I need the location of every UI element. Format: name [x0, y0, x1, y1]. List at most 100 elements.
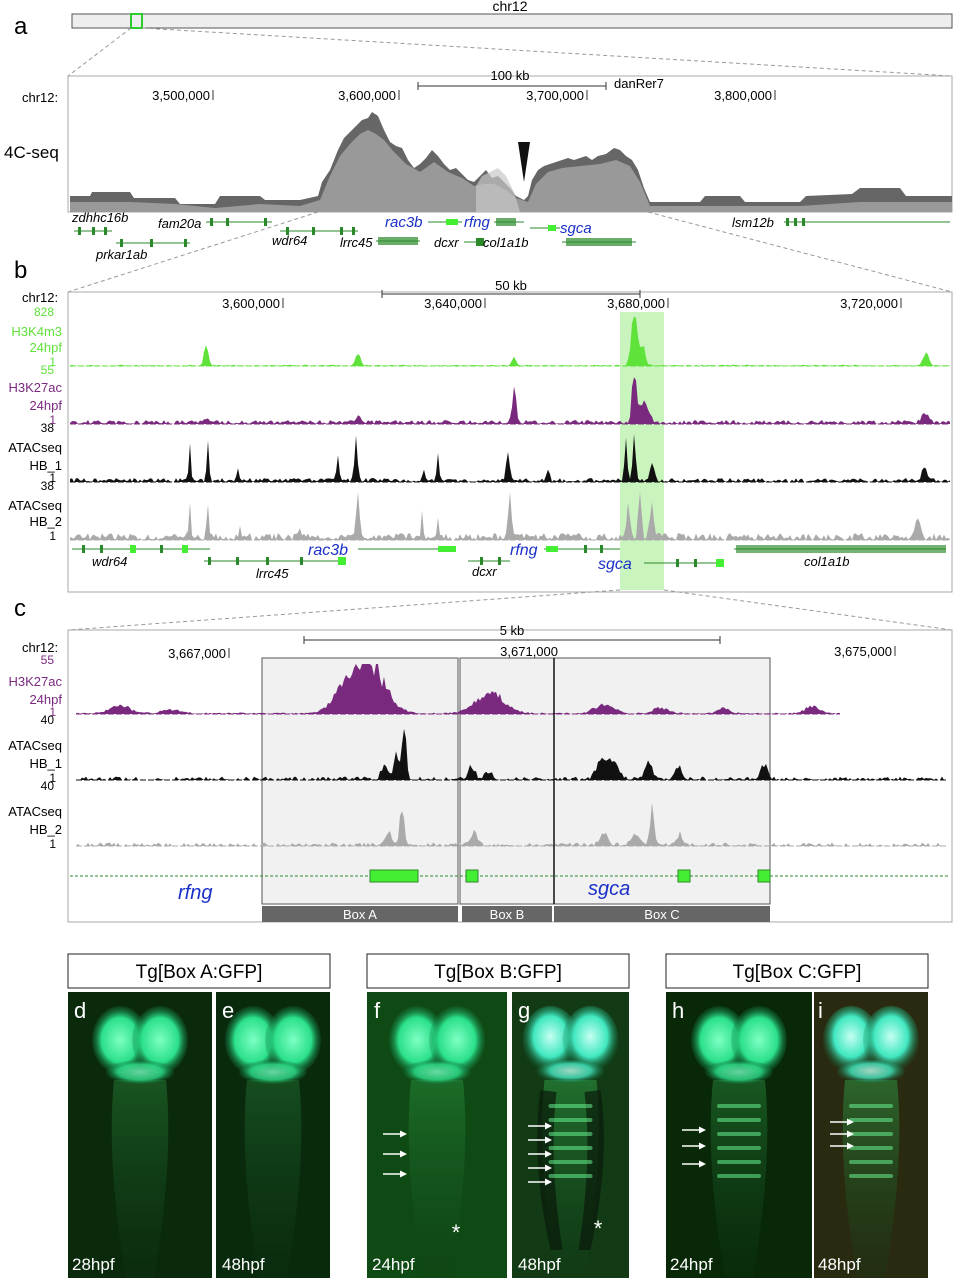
scale-label-c: 5 kb — [500, 623, 525, 638]
arrow-icon — [545, 1178, 552, 1186]
arrow-icon — [847, 1130, 854, 1138]
embryo-photo-4 — [666, 992, 812, 1278]
embryo-photo-1 — [216, 992, 330, 1278]
panel-f-letter: f — [374, 998, 381, 1023]
zoom-line-right — [141, 27, 953, 77]
embryo-photo-5 — [814, 992, 928, 1278]
box-b-region — [459, 657, 555, 905]
arrow-icon — [847, 1142, 854, 1150]
box-a-label: Box A — [343, 907, 377, 922]
panel-i-letter: i — [818, 998, 823, 1023]
track-name: H3K27ac — [9, 380, 63, 395]
box-b-bar — [462, 906, 552, 922]
position-label: 3,680,000 — [607, 296, 665, 311]
track-min: 1 — [49, 471, 56, 485]
track-min: 1 — [49, 705, 56, 719]
track-name: H3K27ac — [9, 674, 63, 689]
track-name: ATACseq — [8, 498, 62, 513]
gene-label: lrrc45 — [340, 235, 373, 250]
photo-header: Tg[Box C:GFP] — [733, 962, 862, 983]
panel-a-genes: zdhhc16b prkar1ab fam20a wdr64 lrrc45 ra… — [71, 210, 950, 262]
chromosome-ideogram — [71, 13, 953, 29]
gene-label: lsm12b — [732, 215, 774, 230]
arrow-icon — [400, 1150, 407, 1158]
scale-label-b: 50 kb — [495, 278, 527, 293]
panel-a-axis-prefix: chr12: — [22, 90, 58, 105]
signal-area — [70, 377, 950, 424]
panel-d-letter: d — [74, 998, 86, 1023]
position-label: 3,720,000 — [840, 296, 898, 311]
timepoint-label: 48hpf — [518, 1255, 561, 1274]
box-b-label: Box B — [490, 907, 525, 922]
track-max: 38 — [41, 479, 55, 493]
gene-label: prkar1ab — [95, 247, 147, 262]
track-sub: HB_1 — [29, 458, 62, 473]
arrow-icon — [545, 1122, 552, 1130]
gene-label-rac3b: rac3b — [308, 542, 348, 559]
arrow-icon — [847, 1118, 854, 1126]
gene-label-sgca: sgca — [560, 220, 592, 237]
panel-c-gene-track: rfng sgca — [70, 869, 948, 904]
gene-label: col1a1b — [804, 554, 850, 569]
timepoint-label: 24hpf — [372, 1255, 415, 1274]
panel-c-track-labels: 55 H3K27ac 24hpf 1 40 ATACseq HB_1 1 40 … — [8, 653, 62, 851]
position-label: 3,800,000 — [714, 88, 772, 103]
gene-label-rfng: rfng — [464, 214, 491, 231]
track-max: 38 — [41, 421, 55, 435]
timepoint-label: 48hpf — [222, 1255, 265, 1274]
gene-label: dcxr — [472, 564, 497, 579]
position-label: 3,640,000 — [424, 296, 482, 311]
photo-header: Tg[Box A:GFP] — [136, 962, 263, 983]
track-sub: HB_2 — [29, 822, 62, 837]
panel-b-track-labels: 828 H3K4m3 24hpf 1 55 H3K27ac 24hpf 1 38… — [8, 305, 62, 543]
gene-label-rfng: rfng — [178, 882, 212, 904]
photo-letters: d e f g h i 28hpf 48hpf 24hpf 48hpf 24hp… — [72, 998, 861, 1274]
zoom-line-right — [647, 211, 953, 293]
track-4cseq — [70, 112, 952, 212]
position-label: 3,671,000 — [500, 644, 558, 659]
zoom-line-left — [67, 27, 132, 77]
track-atac1-c — [76, 728, 946, 781]
track-atac2-c — [76, 802, 946, 847]
track-name: ATACseq — [8, 440, 62, 455]
panel-c-axis-prefix: chr12: — [22, 640, 58, 655]
track-sub: HB_2 — [29, 514, 62, 529]
arrow-icon — [545, 1136, 552, 1144]
gene-label: wdr64 — [92, 554, 127, 569]
signal-area — [70, 316, 950, 366]
assembly-label: danRer7 — [614, 76, 664, 91]
timepoint-label: 48hpf — [818, 1255, 861, 1274]
photo-headers: Tg[Box A:GFP] Tg[Box B:GFP] Tg[Box C:GFP… — [67, 953, 929, 989]
track-name: ATACseq — [8, 804, 62, 819]
track-h3k4m3 — [70, 316, 950, 367]
embryo-photo-2: * — [367, 992, 507, 1278]
panel-c-letter: c — [14, 595, 26, 622]
box-labels: Box A Box B Box C — [262, 906, 770, 922]
zoom-line-right — [663, 589, 953, 631]
embryo-photos: * * — [68, 992, 928, 1278]
gene-label: zdhhc16b — [71, 210, 128, 225]
track-h3k27ac-c — [76, 664, 840, 715]
arrow-icon — [400, 1130, 407, 1138]
panel-b-frame — [67, 291, 953, 593]
track-min: 1 — [49, 837, 56, 851]
timepoint-label: 28hpf — [72, 1255, 115, 1274]
track-max: 828 — [34, 305, 54, 319]
track-min: 1 — [49, 529, 56, 543]
track-max: 40 — [41, 713, 55, 727]
panel-a-positions: 3,500,000 3,600,000 3,700,000 3,800,000 — [152, 88, 776, 103]
track-max: 40 — [41, 779, 55, 793]
box-c-bar — [554, 906, 770, 922]
gene-label: wdr64 — [272, 233, 307, 248]
track-h3k27ac-b — [70, 377, 950, 425]
timepoint-label: 24hpf — [670, 1255, 713, 1274]
4cseq-pale-peak — [476, 168, 520, 212]
arrow-icon — [545, 1150, 552, 1158]
position-label: 3,700,000 — [526, 88, 584, 103]
gene-label: lrrc45 — [256, 566, 289, 581]
panel-b-genes: wdr64 lrrc45 rac3b dcxr rfng sgca col1a1… — [72, 542, 946, 581]
zoom-line-left — [67, 211, 319, 293]
gene-label-sgca: sgca — [588, 878, 630, 900]
arrow-icon — [699, 1126, 706, 1134]
